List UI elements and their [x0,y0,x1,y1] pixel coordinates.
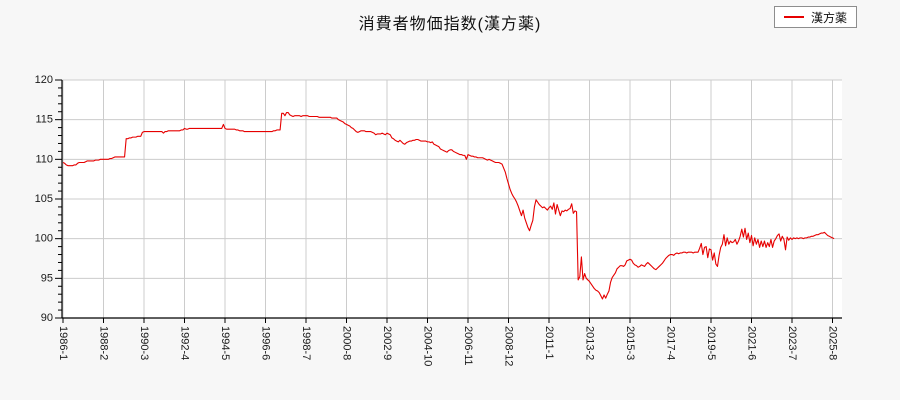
x-tick-label: 2008-12 [503,326,515,366]
legend: 漢方薬 [774,6,858,28]
legend-label: 漢方薬 [811,10,848,25]
x-tick-label: 1990-3 [138,326,150,360]
y-tick-label: 90 [41,312,53,324]
x-tick-label: 1994-5 [219,326,231,360]
y-tick-label: 105 [35,193,53,205]
x-tick-label: 2006-11 [462,326,474,366]
x-tick-label: 2019-5 [705,326,717,360]
y-tick-label: 115 [35,114,53,126]
chart-title: 消費者物価指数(漢方薬) [358,16,542,33]
x-tick-label: 1996-6 [260,326,272,360]
series-line [62,111,835,300]
x-tick-label: 1992-4 [179,326,191,360]
x-tick-label: 2004-10 [422,326,434,366]
x-tick-label: 2025-8 [827,326,839,360]
y-tick-label: 95 [41,272,53,284]
legend-line-swatch [784,16,804,18]
x-tick-label: 2017-4 [665,326,677,360]
y-tick-label: 100 [35,233,53,245]
x-tick-label: 2021-6 [746,326,758,360]
x-tick-label: 1988-2 [98,326,110,360]
x-tick-label: 2011-1 [543,326,555,359]
x-tick-label: 1986-1 [57,326,69,360]
x-tick-label: 1998-7 [300,326,312,360]
y-tick-label: 120 [35,74,53,86]
y-tick-label: 110 [35,153,53,165]
x-tick-label: 2013-2 [584,326,596,360]
x-tick-label: 2000-8 [341,326,353,360]
x-tick-label: 2023-7 [786,326,798,360]
x-tick-label: 2002-9 [381,326,393,360]
x-tick-label: 2015-3 [624,326,636,360]
